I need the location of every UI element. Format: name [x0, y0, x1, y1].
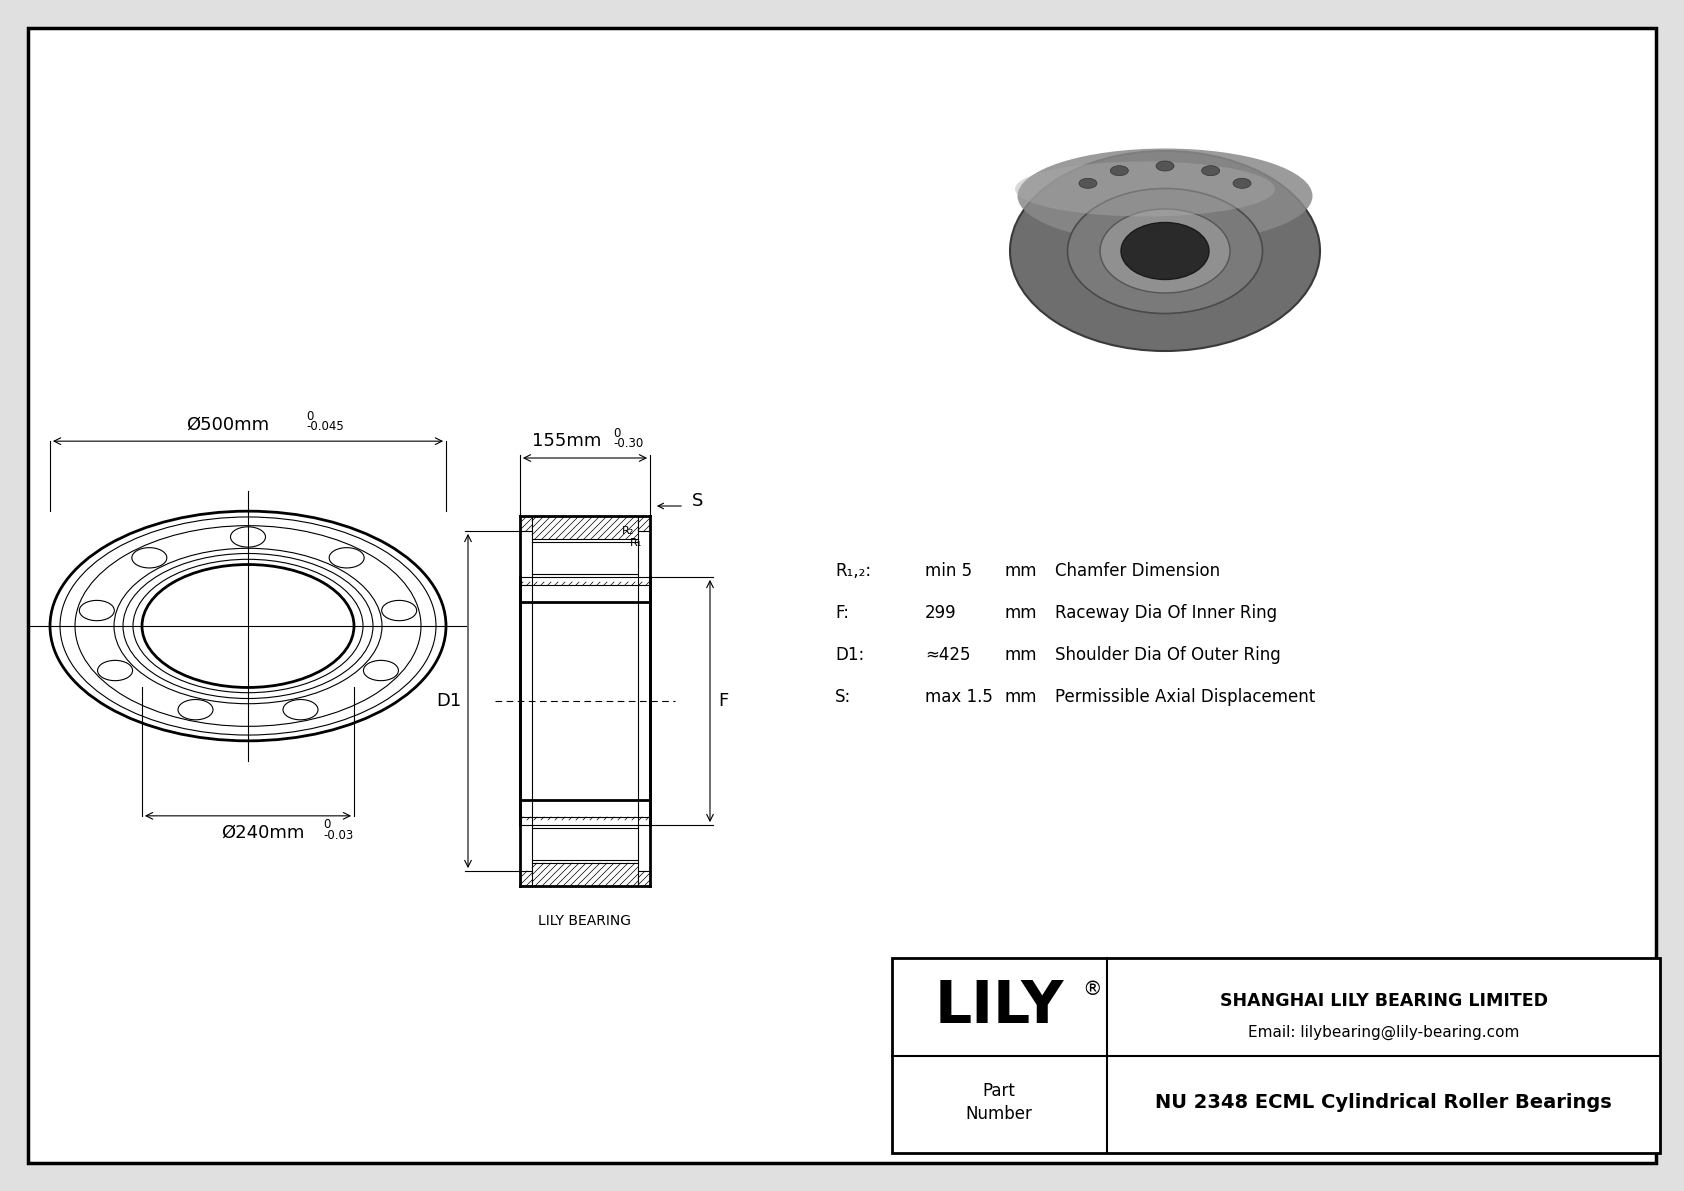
- Ellipse shape: [1233, 179, 1251, 188]
- Text: Part
Number: Part Number: [965, 1081, 1032, 1123]
- Text: mm: mm: [1005, 646, 1037, 665]
- Text: S:: S:: [835, 688, 850, 706]
- Text: mm: mm: [1005, 562, 1037, 580]
- Text: SHANGHAI LILY BEARING LIMITED: SHANGHAI LILY BEARING LIMITED: [1219, 992, 1548, 1010]
- Text: Ø500mm: Ø500mm: [187, 416, 269, 434]
- Ellipse shape: [1122, 223, 1209, 280]
- Ellipse shape: [1155, 161, 1174, 172]
- Text: D1: D1: [436, 692, 461, 710]
- Text: 0: 0: [306, 410, 313, 423]
- Ellipse shape: [1010, 151, 1320, 351]
- Text: min 5: min 5: [925, 562, 972, 580]
- Ellipse shape: [1017, 149, 1312, 243]
- Text: Email: lilybearing@lily-bearing.com: Email: lilybearing@lily-bearing.com: [1248, 1024, 1519, 1040]
- Text: 0: 0: [613, 428, 620, 439]
- Text: S: S: [692, 492, 704, 510]
- Text: Shoulder Dia Of Outer Ring: Shoulder Dia Of Outer Ring: [1054, 646, 1282, 665]
- Text: F: F: [717, 692, 727, 710]
- Ellipse shape: [1015, 162, 1275, 217]
- Text: Raceway Dia Of Inner Ring: Raceway Dia Of Inner Ring: [1054, 604, 1276, 622]
- Text: R₁: R₁: [630, 538, 642, 548]
- Text: max 1.5: max 1.5: [925, 688, 994, 706]
- Text: ≈425: ≈425: [925, 646, 970, 665]
- Text: mm: mm: [1005, 604, 1037, 622]
- Text: LILY BEARING: LILY BEARING: [539, 913, 632, 928]
- Text: -0.045: -0.045: [306, 420, 344, 434]
- Text: -0.03: -0.03: [323, 829, 354, 842]
- Text: NU 2348 ECML Cylindrical Roller Bearings: NU 2348 ECML Cylindrical Roller Bearings: [1155, 1093, 1612, 1112]
- Text: -0.30: -0.30: [613, 437, 643, 450]
- Ellipse shape: [1100, 208, 1229, 293]
- Text: F:: F:: [835, 604, 849, 622]
- Text: 155mm: 155mm: [532, 432, 601, 450]
- Text: Ø240mm: Ø240mm: [221, 824, 305, 842]
- Text: 0: 0: [323, 818, 330, 831]
- Text: LILY: LILY: [935, 978, 1064, 1035]
- Bar: [893, 958, 1660, 1153]
- Text: R₂: R₂: [621, 526, 635, 536]
- Text: Permissible Axial Displacement: Permissible Axial Displacement: [1054, 688, 1315, 706]
- Ellipse shape: [1068, 188, 1263, 313]
- Ellipse shape: [1202, 166, 1219, 176]
- Ellipse shape: [1079, 179, 1096, 188]
- Text: D1:: D1:: [835, 646, 864, 665]
- Text: 299: 299: [925, 604, 957, 622]
- Text: mm: mm: [1005, 688, 1037, 706]
- Text: ®: ®: [1083, 980, 1101, 999]
- Text: R₁,₂:: R₁,₂:: [835, 562, 871, 580]
- Text: Chamfer Dimension: Chamfer Dimension: [1054, 562, 1221, 580]
- Ellipse shape: [1110, 166, 1128, 176]
